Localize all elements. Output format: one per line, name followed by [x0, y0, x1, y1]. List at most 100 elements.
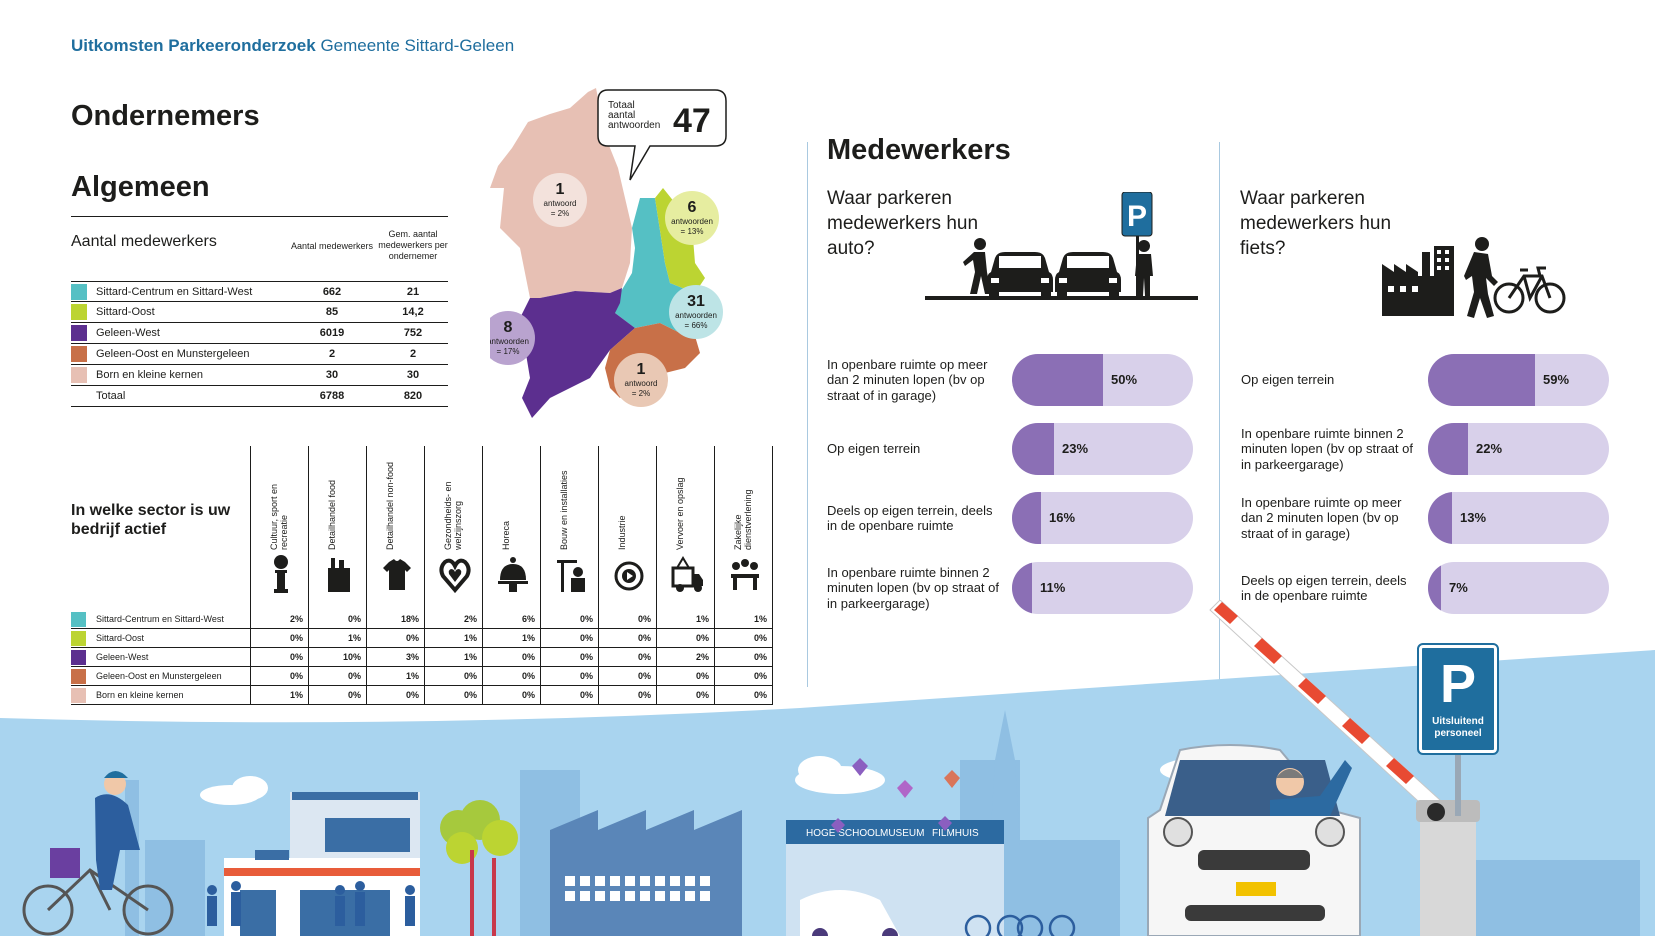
bubble-percent: = 2%: [632, 389, 650, 398]
percentage-bar: 16%: [1012, 492, 1193, 544]
percentage-bar: 22%: [1428, 423, 1609, 475]
sector-region-name: Born en kleine kernen: [96, 690, 184, 700]
sector-cell: 0%: [637, 652, 651, 662]
bar-label: Op eigen terrein: [1241, 372, 1335, 388]
sector-cell: 0%: [405, 690, 419, 700]
bubble-unit: antwoord: [625, 379, 658, 388]
sector-cell: 3%: [405, 652, 419, 662]
region-swatch: [71, 346, 87, 362]
column-icon: [265, 554, 297, 594]
sector-column-header: Detailhandel non-food: [366, 446, 424, 705]
sector-cell: 0%: [347, 671, 361, 681]
sector-cell: 0%: [637, 633, 651, 643]
bar-percent: 22%: [1476, 441, 1503, 456]
sector-cell: 2%: [463, 614, 477, 624]
sector-column-header: Cultuur, sport en recreatie: [250, 446, 308, 705]
sector-cell: 0%: [579, 652, 593, 662]
bubble-circle: [533, 173, 587, 227]
sector-cell: 1%: [289, 690, 303, 700]
bubble-unit: antwoorden: [675, 311, 717, 320]
percentage-bar: 23%: [1012, 423, 1193, 475]
region-swatch: [71, 304, 87, 320]
region-swatch: [71, 284, 87, 300]
sector-row: Geleen-West 0% 10% 3% 1% 0% 0% 0% 2% 0%: [71, 648, 772, 667]
staff-parking-letter: P: [1439, 654, 1477, 714]
walking-person-icon: [963, 238, 991, 294]
map-total-label: Totaal aantal antwoorden: [608, 100, 660, 131]
bubble-count: 6: [688, 199, 697, 216]
bicycle-icon: [1493, 266, 1566, 314]
map-total-value: 47: [673, 102, 711, 140]
sector-cell: 0%: [637, 671, 651, 681]
sector-region-name: Geleen-Oost en Munstergeleen: [96, 671, 222, 681]
sector-column-label: Detailhandel non-food: [385, 461, 395, 550]
employees-region-name: Sittard-Oost: [96, 306, 155, 318]
bar-fill: [1012, 423, 1054, 475]
bar-percent: 50%: [1111, 372, 1138, 387]
sector-column-label: Horeca: [501, 520, 511, 550]
percentage-bar: 59%: [1428, 354, 1609, 406]
car-icon: [1055, 252, 1121, 297]
bar-fill: [1428, 562, 1441, 614]
sector-region-name: Geleen-West: [96, 652, 149, 662]
employees-count: 6788: [319, 390, 345, 402]
sector-cell: 0%: [289, 633, 303, 643]
gear-cycle-icon: [613, 554, 645, 594]
sector-cell: 0%: [463, 671, 477, 681]
sector-column-header: Industrie: [598, 446, 656, 705]
bar-percent: 7%: [1449, 580, 1468, 595]
truck-icon: [671, 554, 703, 594]
sector-cell: 0%: [289, 652, 303, 662]
sector-cell: 0%: [405, 633, 419, 643]
sector-table: In welke sector is uw bedrijf actief Cul…: [71, 446, 773, 705]
sector-cell: 0%: [463, 690, 477, 700]
sector-cell: 0%: [521, 652, 535, 662]
personnel-parking-sign: [1455, 710, 1461, 816]
sector-cell: 0%: [521, 671, 535, 681]
sector-region-name: Sittard-Oost: [96, 633, 145, 643]
bubble-percent: = 2%: [551, 209, 569, 218]
sector-cell: 2%: [695, 652, 709, 662]
employees-count: 6019: [319, 327, 345, 339]
bar-fill: [1428, 492, 1452, 544]
pedestrian-figures: [207, 881, 415, 926]
region-swatch: [71, 669, 86, 684]
bubble-percent: = 66%: [685, 321, 708, 330]
grocery-bag-icon: [323, 554, 355, 594]
sector-cell: 0%: [579, 671, 593, 681]
sector-cell: 0%: [637, 614, 651, 624]
bubble-unit: antwoorden: [671, 217, 713, 226]
factory-icon: [1382, 246, 1454, 316]
sector-cell: 0%: [347, 614, 361, 624]
employees-count: 30: [325, 369, 339, 381]
sign-school: HOGE SCHOOL: [806, 828, 881, 839]
bar-percent: 13%: [1460, 510, 1487, 525]
bar-percent: 23%: [1062, 441, 1089, 456]
car-icon: [987, 252, 1053, 297]
region-swatch: [71, 325, 87, 341]
bar-percent: 59%: [1543, 372, 1570, 387]
sector-column-label: Cultuur, sport en recreatie: [269, 483, 289, 550]
bike-parking-illustration: [1382, 237, 1566, 318]
sector-cell: 0%: [579, 690, 593, 700]
employees-average: 2: [409, 348, 417, 360]
employees-row: Geleen-Oost en Munstergeleen 2 2: [71, 344, 448, 365]
road-line: [925, 296, 1198, 300]
standing-person-icon: [1135, 240, 1153, 296]
sector-column-label: Gezondheids- en welzijnszorg: [443, 481, 463, 550]
employees-count: 85: [325, 306, 339, 318]
report-header: Uitkomsten Parkeeronderzoek Gemeente Sit…: [71, 36, 514, 56]
employees-row: Born en kleine kernen 30 30: [71, 365, 448, 386]
sector-column-label: Vervoer en opslag: [675, 477, 685, 550]
header-rest: Gemeente Sittard-Geleen: [320, 36, 515, 55]
sector-cell: 0%: [289, 671, 303, 681]
sector-cell: 0%: [753, 690, 767, 700]
percentage-bar: 11%: [1012, 562, 1193, 614]
factory-building: [550, 810, 742, 936]
sector-row: Geleen-Oost en Munstergeleen 0% 0% 1% 0% 0% 0%…: [71, 667, 772, 686]
region-swatch: [71, 367, 87, 383]
percentage-bar: 13%: [1428, 492, 1609, 544]
